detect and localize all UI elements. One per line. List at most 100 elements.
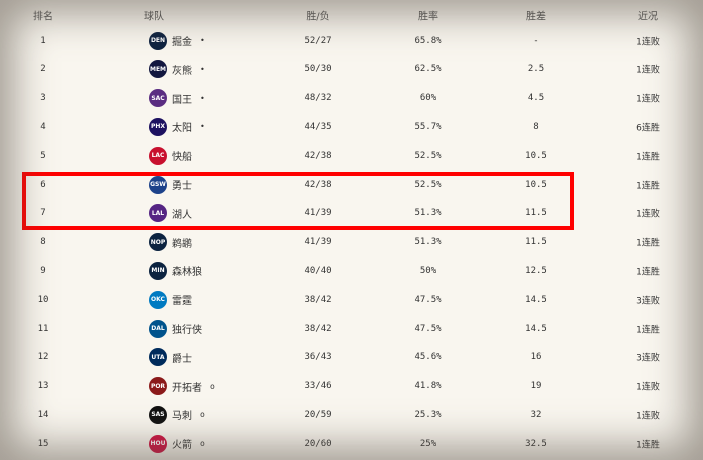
win-loss: 33/46 <box>304 381 332 392</box>
team-name[interactable]: 鹈鹕 <box>172 238 192 250</box>
table-row[interactable]: 13 POR 开拓者 o 33/46 41.8% 19 1连败 <box>0 372 703 401</box>
streak: 1连胜 <box>636 181 660 191</box>
team-cell[interactable]: MIN 森林狼 <box>149 261 210 280</box>
games-behind: 8 <box>533 121 539 132</box>
team-logo-icon: GSW <box>149 175 167 194</box>
table-row[interactable]: 8 NOP 鹈鹕 41/39 51.3% 11.5 1连胜 <box>0 228 703 257</box>
table-row[interactable]: 1 DEN 掘金 • 52/27 65.8% - 1连败 <box>0 26 703 55</box>
table-row[interactable]: 9 MIN 森林狼 40/40 50% 12.5 1连胜 <box>0 256 703 285</box>
games-behind: 14.5 <box>525 294 547 305</box>
win-pct: 62.5% <box>414 64 442 75</box>
rank: 2 <box>40 64 46 75</box>
team-name[interactable]: 开拓者 <box>172 382 202 394</box>
team-logo-icon: MIN <box>149 261 167 280</box>
highlight-box <box>22 172 574 230</box>
team-cell[interactable]: HOU 火箭 o <box>149 434 205 453</box>
team-logo-icon: POR <box>149 377 167 396</box>
status-mark: o <box>200 439 205 449</box>
team-logo-icon: LAC <box>149 146 167 165</box>
team-name[interactable]: 火箭 <box>172 440 192 452</box>
table-row[interactable]: 2 MEM 灰熊 • 50/30 62.5% 2.5 1连败 <box>0 55 703 84</box>
table-row[interactable]: 4 PHX 太阳 • 44/35 55.7% 8 6连胜 <box>0 112 703 141</box>
rank: 3 <box>40 93 46 104</box>
team-logo-icon: PHX <box>149 117 167 136</box>
team-name[interactable]: 独行侠 <box>172 325 202 336</box>
team-name[interactable]: 雷霆 <box>172 296 192 308</box>
streak: 1连败 <box>636 65 660 76</box>
header-pct: 胜率 <box>418 11 438 22</box>
win-pct: 47.5% <box>414 294 442 305</box>
team-logo-icon: DEN <box>149 31 167 50</box>
team-name[interactable]: 灰熊 <box>172 65 192 77</box>
header-team: 球队 <box>144 11 164 22</box>
team-logo-icon: DAL <box>149 319 167 338</box>
rank: 12 <box>37 352 49 363</box>
team-cell[interactable]: PHX 太阳 • <box>149 117 205 136</box>
team-name[interactable]: 马刺 <box>172 411 192 423</box>
win-pct: 47.5% <box>414 323 442 334</box>
rank: 1 <box>40 35 46 46</box>
team-cell[interactable]: NOP 鹈鹕 <box>149 233 200 252</box>
status-mark: • <box>200 122 205 132</box>
games-behind: 12.5 <box>525 265 547 276</box>
table-row[interactable]: 5 LAC 快船 42/38 52.5% 10.5 1连胜 <box>0 141 703 170</box>
team-name[interactable]: 爵士 <box>172 353 192 365</box>
streak: 1连胜 <box>636 152 660 163</box>
table-row[interactable]: 3 SAC 国王 • 48/32 60% 4.5 1连败 <box>0 84 703 113</box>
streak: 1连败 <box>636 411 660 422</box>
streak: 3连败 <box>636 296 660 307</box>
rank: 9 <box>40 265 46 276</box>
win-pct: 50% <box>419 265 437 276</box>
team-cell[interactable]: POR 开拓者 o <box>149 377 215 396</box>
team-name[interactable]: 湖人 <box>172 209 192 221</box>
header-gb: 胜差 <box>526 11 546 22</box>
win-loss: 50/30 <box>304 64 332 75</box>
streak: 1连胜 <box>636 325 660 335</box>
team-name[interactable]: 掘金 <box>172 37 192 48</box>
streak: 1连胜 <box>636 440 660 451</box>
rank: 5 <box>40 150 46 161</box>
table-row[interactable]: 7 LAL 湖人 41/39 51.3% 11.5 1连败 <box>0 199 703 228</box>
table-row[interactable]: 6 GSW 勇士 42/38 52.5% 10.5 1连胜 <box>0 170 703 199</box>
win-pct: 51.3% <box>414 237 442 248</box>
status-mark: o <box>210 381 215 391</box>
team-name[interactable]: 勇士 <box>172 181 192 192</box>
team-cell[interactable]: MEM 灰熊 • <box>149 60 205 79</box>
team-name[interactable]: 国王 <box>172 94 192 106</box>
win-loss: 38/42 <box>304 294 332 305</box>
win-pct: 25.3% <box>414 409 442 420</box>
table-row[interactable]: 15 HOU 火箭 o 20/60 25% 32.5 1连胜 <box>0 429 703 458</box>
team-cell[interactable]: SAC 国王 • <box>149 89 205 108</box>
team-cell[interactable]: SAS 马刺 o <box>149 405 205 424</box>
table-row[interactable]: 12 UTA 爵士 36/43 45.6% 16 3连败 <box>0 343 703 372</box>
win-pct: 65.8% <box>414 35 442 46</box>
team-logo-icon: NOP <box>149 233 167 252</box>
win-pct: 45.6% <box>414 352 442 363</box>
win-loss: 44/35 <box>304 121 332 132</box>
games-behind: 32 <box>530 409 542 420</box>
team-logo-icon: UTA <box>149 348 167 367</box>
games-behind: 32.5 <box>525 438 547 449</box>
win-pct: 52.5% <box>414 179 442 190</box>
team-cell[interactable]: DAL 独行侠 <box>149 319 210 338</box>
team-cell[interactable]: UTA 爵士 <box>149 348 200 367</box>
team-cell[interactable]: LAC 快船 <box>149 146 200 165</box>
team-name[interactable]: 太阳 <box>172 123 192 135</box>
rank: 4 <box>40 121 46 132</box>
games-behind: 2.5 <box>527 64 545 75</box>
team-name[interactable]: 森林狼 <box>172 267 202 279</box>
team-name[interactable]: 快船 <box>172 152 192 164</box>
table-row[interactable]: 10 OKC 雷霆 38/42 47.5% 14.5 3连败 <box>0 285 703 314</box>
team-cell[interactable]: LAL 湖人 <box>149 204 200 223</box>
team-cell[interactable]: OKC 雷霆 <box>149 290 200 309</box>
team-cell[interactable]: DEN 掘金 • <box>149 31 205 50</box>
games-behind: 14.5 <box>525 323 547 334</box>
games-behind: 19 <box>530 381 542 392</box>
rank: 11 <box>37 323 49 334</box>
games-behind: - <box>533 35 539 46</box>
streak: 3连败 <box>636 353 660 364</box>
team-cell[interactable]: GSW 勇士 <box>149 175 200 194</box>
status-mark: • <box>200 93 205 103</box>
table-row[interactable]: 11 DAL 独行侠 38/42 47.5% 14.5 1连胜 <box>0 314 703 343</box>
table-row[interactable]: 14 SAS 马刺 o 20/59 25.3% 32 1连败 <box>0 400 703 429</box>
